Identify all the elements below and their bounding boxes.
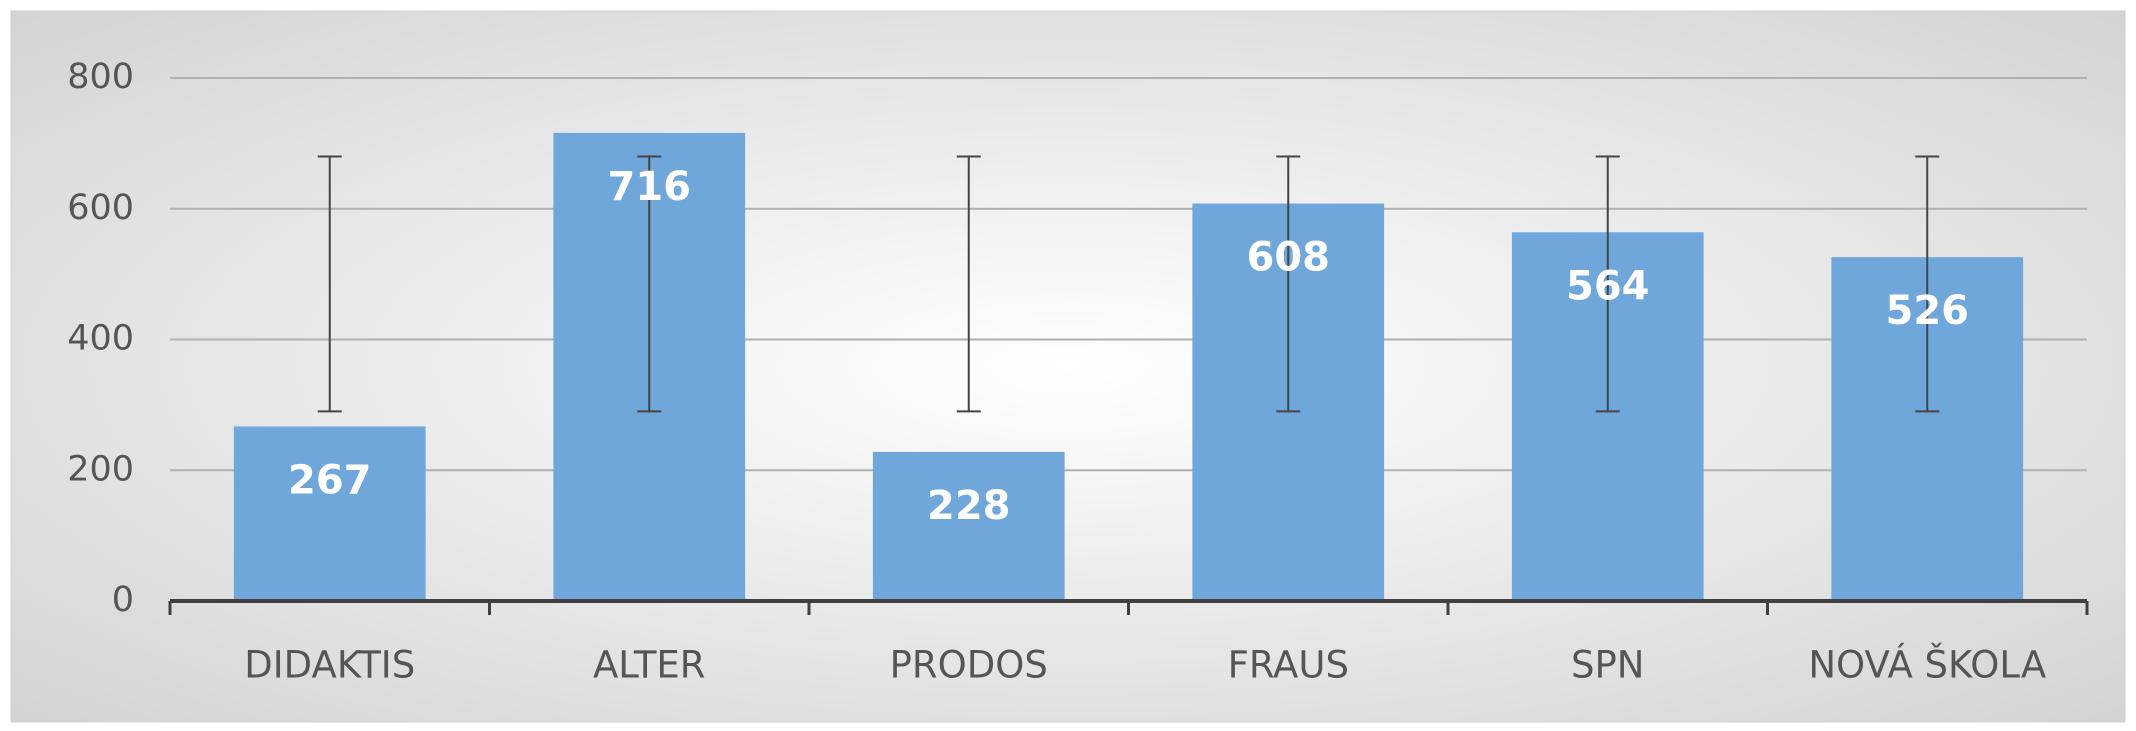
error-bar: [317, 155, 342, 413]
error-bar: [1915, 155, 1940, 413]
data-label: 267: [288, 457, 372, 503]
x-tick-label: ALTER: [593, 644, 706, 687]
error-bar: [956, 155, 981, 413]
y-tick-label: 200: [67, 449, 134, 489]
error-bar: [1276, 155, 1301, 413]
bar: [872, 451, 1065, 601]
x-tick-label: NOVÁ ŠKOLA: [1808, 643, 2046, 687]
x-tick-label: SPN: [1571, 644, 1644, 687]
x-tick-label: FRAUS: [1228, 644, 1349, 687]
data-label: 228: [927, 483, 1011, 529]
data-label: 716: [608, 164, 692, 210]
bar: [233, 426, 426, 601]
error-bar: [637, 155, 662, 413]
error-bar: [1595, 155, 1620, 413]
y-tick-label: 0: [112, 580, 134, 620]
data-label: 526: [1886, 288, 1970, 334]
x-tick-label: DIDAKTIS: [244, 644, 415, 687]
data-label: 608: [1247, 235, 1331, 281]
y-tick-label: 400: [67, 319, 134, 359]
y-tick-label: 800: [67, 57, 134, 97]
chart-background: [10, 10, 2126, 723]
data-label: 564: [1566, 263, 1650, 309]
x-tick-label: PRODOS: [890, 644, 1048, 687]
y-tick-label: 600: [67, 188, 134, 228]
